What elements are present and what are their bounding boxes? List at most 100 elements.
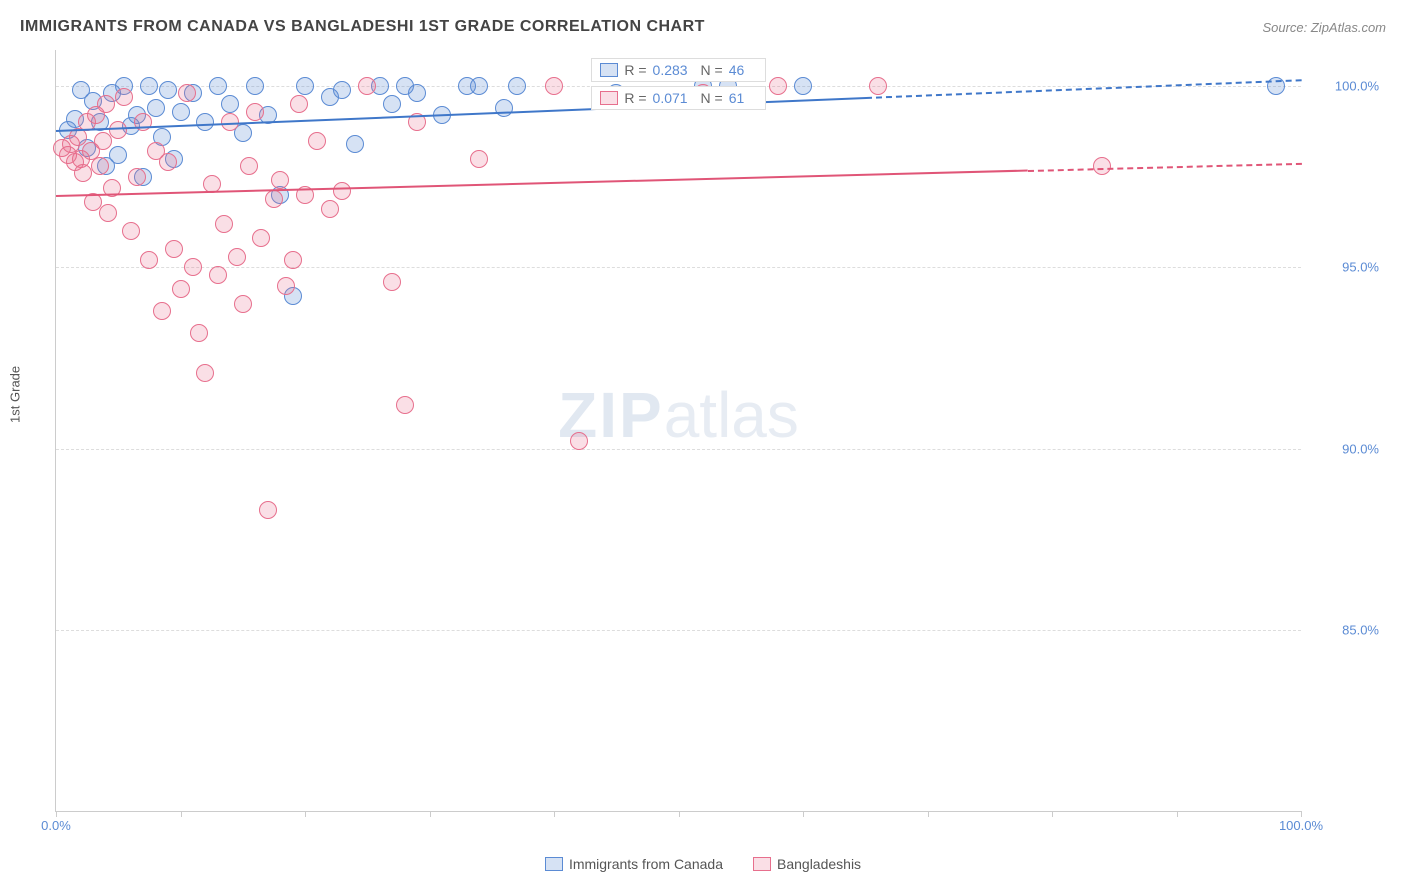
legend-swatch-bangladeshi [753, 857, 771, 871]
chart-title: IMMIGRANTS FROM CANADA VS BANGLADESHI 1S… [20, 18, 705, 36]
scatter-point [140, 77, 158, 95]
stat-box: R = 0.283 N = 46 [591, 58, 765, 82]
scatter-point [228, 248, 246, 266]
x-tick-label: 100.0% [1279, 818, 1323, 833]
scatter-point [209, 266, 227, 284]
scatter-point [265, 190, 283, 208]
scatter-point [190, 324, 208, 342]
scatter-point [178, 84, 196, 102]
source-label: Source: ZipAtlas.com [1262, 20, 1386, 35]
scatter-point [221, 95, 239, 113]
x-tick [1177, 811, 1178, 817]
scatter-point [1093, 157, 1111, 175]
scatter-point [545, 77, 563, 95]
scatter-point [115, 88, 133, 106]
x-tick [56, 811, 57, 817]
bottom-legend: Immigrants from Canada Bangladeshis [0, 856, 1406, 872]
stat-swatch [600, 91, 618, 105]
title-bar: IMMIGRANTS FROM CANADA VS BANGLADESHI 1S… [20, 18, 1386, 36]
stat-r-label: R = [624, 90, 646, 106]
scatter-point [91, 157, 109, 175]
y-tick-label: 100.0% [1335, 79, 1379, 94]
x-tick-label: 0.0% [41, 818, 71, 833]
scatter-point [408, 84, 426, 102]
scatter-point [122, 222, 140, 240]
x-tick [554, 811, 555, 817]
scatter-point [308, 132, 326, 150]
scatter-point [140, 251, 158, 269]
x-tick [1052, 811, 1053, 817]
scatter-point [396, 396, 414, 414]
scatter-point [240, 157, 258, 175]
scatter-point [333, 182, 351, 200]
scatter-point [184, 258, 202, 276]
scatter-point [290, 95, 308, 113]
scatter-point [321, 200, 339, 218]
stat-n-label: N = [701, 90, 723, 106]
scatter-point [333, 81, 351, 99]
scatter-point [196, 113, 214, 131]
x-tick [1301, 811, 1302, 817]
legend-label-bangladeshi: Bangladeshis [777, 856, 861, 872]
stat-n-value: 46 [729, 62, 757, 78]
scatter-point [196, 364, 214, 382]
scatter-point [159, 153, 177, 171]
regression-line [866, 79, 1302, 99]
scatter-point [246, 103, 264, 121]
scatter-point [109, 146, 127, 164]
scatter-point [159, 81, 177, 99]
stat-box: R =0.071N =61 [591, 86, 765, 110]
gridline [56, 449, 1301, 450]
legend-item-canada: Immigrants from Canada [545, 856, 723, 872]
scatter-point [134, 113, 152, 131]
scatter-point [215, 215, 233, 233]
scatter-point [165, 240, 183, 258]
scatter-point [209, 77, 227, 95]
watermark-atlas: atlas [664, 379, 799, 451]
scatter-point [99, 204, 117, 222]
scatter-point [508, 77, 526, 95]
x-tick [305, 811, 306, 817]
scatter-point [495, 99, 513, 117]
y-tick-label: 85.0% [1342, 622, 1379, 637]
stat-n-label: N = [701, 62, 723, 78]
scatter-point [383, 95, 401, 113]
scatter-point [296, 77, 314, 95]
scatter-point [234, 295, 252, 313]
scatter-point [97, 95, 115, 113]
scatter-point [271, 171, 289, 189]
scatter-point [470, 150, 488, 168]
scatter-point [769, 77, 787, 95]
watermark: ZIPatlas [558, 378, 799, 452]
scatter-point [172, 280, 190, 298]
scatter-point [147, 99, 165, 117]
scatter-point [383, 273, 401, 291]
stat-r-value: 0.283 [653, 62, 695, 78]
scatter-point [346, 135, 364, 153]
scatter-point [259, 501, 277, 519]
scatter-point [869, 77, 887, 95]
legend-label-canada: Immigrants from Canada [569, 856, 723, 872]
gridline [56, 630, 1301, 631]
y-tick-label: 90.0% [1342, 441, 1379, 456]
y-axis-label: 1st Grade [8, 365, 23, 422]
gridline [56, 267, 1301, 268]
scatter-point [128, 168, 146, 186]
x-tick [679, 811, 680, 817]
regression-line [1028, 162, 1302, 171]
scatter-point [358, 77, 376, 95]
legend-item-bangladeshi: Bangladeshis [753, 856, 861, 872]
stat-r-value: 0.071 [653, 90, 695, 106]
legend-swatch-canada [545, 857, 563, 871]
scatter-point [277, 277, 295, 295]
scatter-point [794, 77, 812, 95]
x-tick [803, 811, 804, 817]
stat-r-label: R = [624, 62, 646, 78]
scatter-point [246, 77, 264, 95]
plot-wrap: 1st Grade ZIPatlas 85.0%90.0%95.0%100.0%… [55, 50, 1386, 837]
scatter-point [252, 229, 270, 247]
y-tick-label: 95.0% [1342, 260, 1379, 275]
scatter-point [153, 302, 171, 320]
scatter-point [284, 251, 302, 269]
scatter-point [570, 432, 588, 450]
